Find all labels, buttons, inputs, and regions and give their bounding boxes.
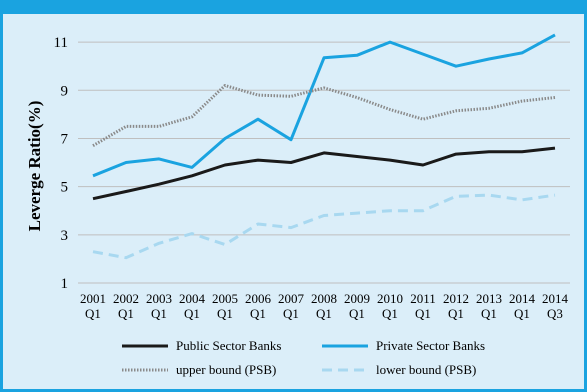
x-tick-label: 2009 — [344, 291, 370, 306]
x-tick-label: Q1 — [481, 306, 497, 321]
x-tick-label: Q3 — [547, 306, 563, 321]
x-tick-label: Q1 — [85, 306, 101, 321]
x-tick-label: Q1 — [217, 306, 233, 321]
y-tick-label: 3 — [61, 228, 69, 244]
x-tick-label: Q1 — [514, 306, 530, 321]
x-tick-label: 2001 — [80, 291, 106, 306]
top-accent-bar — [0, 0, 587, 14]
x-tick-label: Q1 — [382, 306, 398, 321]
y-axis-label: Leverge Ratio(%) — [25, 101, 44, 232]
x-tick-label: 2012 — [443, 291, 469, 306]
y-tick-label: 5 — [61, 180, 69, 196]
series-line-lower-bound-psb — [92, 193, 556, 260]
x-tick-label: Q1 — [184, 306, 200, 321]
x-tick-label: 2004 — [179, 291, 206, 306]
x-tick-label: 2014 — [509, 291, 536, 306]
y-tick-label: 7 — [61, 131, 69, 147]
legend: Public Sector Banks Private Sector Banks… — [122, 338, 485, 377]
x-tick-labels: 2001Q12002Q12003Q12004Q12005Q12006Q12007… — [80, 291, 569, 321]
legend-label-private-sector-banks: Private Sector Banks — [376, 338, 485, 353]
x-tick-label: 2011 — [410, 291, 436, 306]
x-tick-label: 2010 — [377, 291, 403, 306]
x-tick-label: Q1 — [283, 306, 299, 321]
legend-label-lower-bound: lower bound (PSB) — [376, 362, 476, 377]
series-line-public-sector-banks — [92, 146, 556, 201]
x-tick-label: 2013 — [476, 291, 502, 306]
x-tick-label: 2007 — [278, 291, 305, 306]
y-tick-labels: 1 3 5 7 9 11 — [54, 35, 69, 292]
series-lines — [92, 33, 556, 260]
y-tick-label: 1 — [61, 276, 69, 292]
y-tick-label: 11 — [54, 35, 68, 51]
x-tick-label: 2005 — [212, 291, 238, 306]
x-tick-label: Q1 — [349, 306, 365, 321]
x-tick-label: Q1 — [151, 306, 167, 321]
x-tick-label: Q1 — [250, 306, 266, 321]
legend-label-upper-bound: upper bound (PSB) — [176, 362, 276, 377]
x-tick-label: Q1 — [448, 306, 464, 321]
x-tick-label: 2006 — [245, 291, 272, 306]
x-tick-label: 2003 — [146, 291, 172, 306]
x-tick-label: 2002 — [113, 291, 139, 306]
x-tick-label: Q1 — [118, 306, 134, 321]
series-line-private-sector-banks — [92, 33, 556, 178]
y-tick-label: 9 — [61, 83, 69, 99]
legend-label-public-sector-banks: Public Sector Banks — [176, 338, 281, 353]
x-tick-label: Q1 — [316, 306, 332, 321]
series-line-upper-bound-psb — [92, 84, 556, 147]
x-tick-label: 2008 — [311, 291, 337, 306]
x-tick-label: 2014 — [542, 291, 569, 306]
x-tick-label: Q1 — [415, 306, 431, 321]
gridlines — [78, 41, 570, 284]
